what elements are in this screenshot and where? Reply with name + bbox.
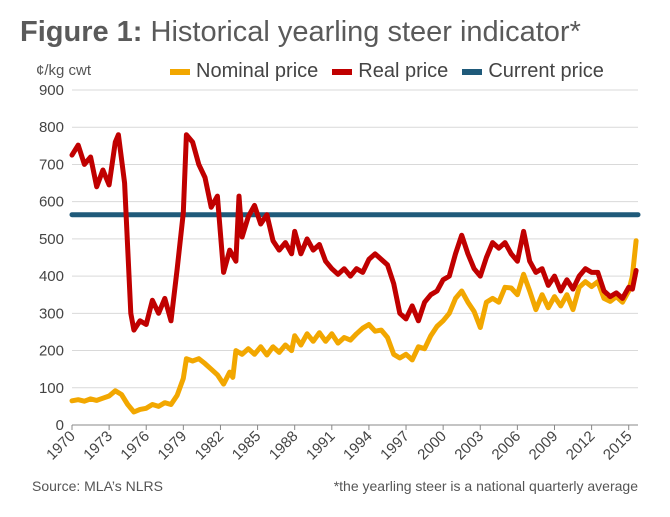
legend-item-current: Current price (462, 60, 604, 83)
x-tick-label-1982: 1982 (192, 428, 228, 464)
legend-swatch-nominal (170, 68, 190, 75)
y-tick-label-200: 200 (39, 343, 64, 360)
x-tick-label-1970: 1970 (43, 428, 79, 464)
x-tick-label-1991: 1991 (303, 428, 339, 464)
x-tick-label-1985: 1985 (229, 428, 265, 464)
y-tick-label-900: 900 (39, 82, 64, 99)
source-note: Source: MLA’s NLRS (32, 478, 163, 494)
x-tick-label-2012: 2012 (563, 428, 599, 464)
x-tick-label-1976: 1976 (117, 428, 153, 464)
legend: Nominal price Real price Current price (170, 60, 604, 83)
figure-title: Historical yearling steer indicator* (150, 16, 581, 48)
legend-item-real: Real price (332, 60, 448, 83)
x-tick-label-2015: 2015 (600, 428, 636, 464)
y-tick-label-700: 700 (39, 156, 64, 173)
y-tick-label-600: 600 (39, 194, 64, 211)
y-tick-label-100: 100 (39, 380, 64, 397)
y-tick-label-300: 300 (39, 305, 64, 322)
x-tick-label-2009: 2009 (526, 428, 562, 464)
y-tick-label-800: 800 (39, 119, 64, 136)
series-line-real-price (69, 132, 639, 333)
x-tick-label-2000: 2000 (414, 428, 450, 464)
x-tick-label-2003: 2003 (451, 428, 487, 464)
x-tick-label-1973: 1973 (80, 428, 116, 464)
series-line-nominal-price (69, 238, 639, 415)
legend-label-current: Current price (488, 60, 604, 82)
legend-swatch-real (332, 68, 353, 75)
y-tick-label-400: 400 (39, 268, 64, 285)
figure-number: Figure 1: (20, 16, 143, 48)
x-tick-label-1979: 1979 (155, 428, 191, 464)
y-tick-label-500: 500 (39, 231, 64, 248)
y-axis-unit-label: ¢/kg cwt (36, 62, 92, 79)
x-tick-label-1988: 1988 (266, 428, 302, 464)
x-tick-label-1997: 1997 (377, 428, 413, 464)
legend-swatch-current (462, 68, 483, 75)
legend-item-nominal: Nominal price (170, 60, 318, 83)
chart-title: Figure 1: Historical yearling steer indi… (20, 16, 581, 49)
y-tick-label-0: 0 (56, 417, 64, 434)
legend-label-real: Real price (358, 60, 449, 82)
footnote: *the yearling steer is a national quarte… (333, 478, 638, 494)
legend-label-nominal: Nominal price (196, 60, 319, 82)
x-tick-label-2006: 2006 (489, 428, 525, 464)
x-tick-label-1994: 1994 (340, 428, 376, 464)
